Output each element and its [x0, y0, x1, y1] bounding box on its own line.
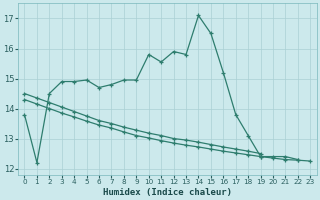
- X-axis label: Humidex (Indice chaleur): Humidex (Indice chaleur): [103, 188, 232, 197]
